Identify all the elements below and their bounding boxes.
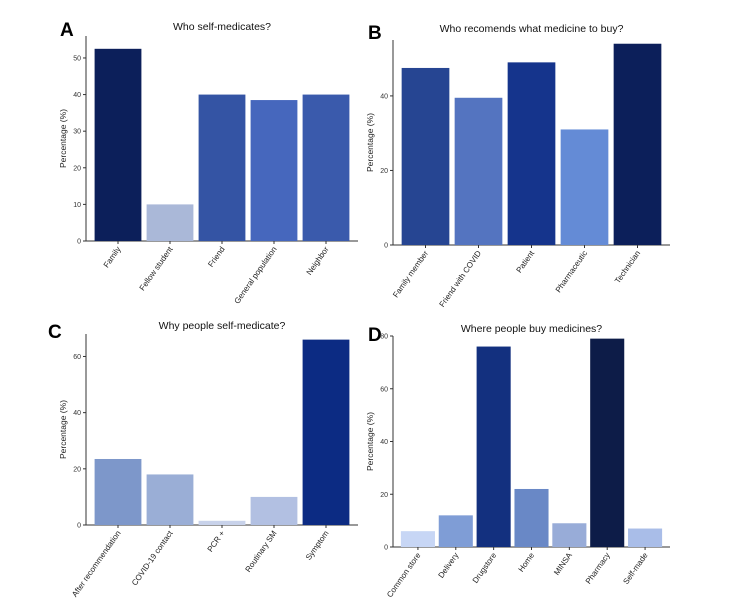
x-tick-label: Family — [102, 245, 123, 269]
panel-letter: B — [368, 23, 382, 44]
panel-a: A Who self-medicates? Percentage (%) 0 10 20 3… — [58, 20, 358, 306]
y-tick-label: 0 — [77, 239, 81, 246]
bar — [514, 488, 549, 547]
y-tick-label: 0 — [77, 523, 81, 530]
bar — [590, 338, 625, 547]
bar — [454, 97, 503, 245]
y-axis-label: Percentage (%) — [365, 412, 375, 471]
bar — [302, 94, 350, 241]
chart-title: Why people self-medicate? — [159, 320, 286, 332]
x-tick-label: COVID-19 contact — [130, 528, 175, 587]
bar — [94, 458, 142, 525]
bar — [146, 474, 194, 525]
x-tick-label: Pharmacy — [584, 551, 612, 586]
x-tick-label: Symptom — [304, 529, 331, 562]
y-tick-label: 20 — [380, 492, 388, 499]
y-tick-label: 20 — [73, 165, 81, 172]
panel-c: C Why people self-medicate? Percentage (%)… — [48, 320, 358, 599]
panel-d: D Where people buy medicines? Percentage (… — [365, 323, 670, 599]
bar — [198, 94, 246, 241]
x-tick-label: Fellow student — [138, 244, 175, 292]
chart-title: Who recomends what medicine to buy? — [440, 23, 624, 35]
y-tick-label: 0 — [384, 243, 388, 250]
x-tick-label: Friend with COVID — [438, 249, 484, 309]
bar — [250, 100, 298, 241]
bar — [560, 129, 609, 245]
bar — [146, 204, 194, 241]
bar — [476, 346, 511, 547]
y-tick-label: 40 — [73, 410, 81, 417]
bar — [401, 67, 450, 245]
x-tick-label: PCR + — [206, 529, 227, 554]
y-axis-label: Percentage (%) — [58, 400, 68, 459]
y-tick-label: 20 — [73, 466, 81, 473]
panel-letter: D — [368, 325, 382, 346]
panel-letter: A — [60, 20, 74, 41]
x-tick-label: MINSA — [552, 550, 574, 576]
bar — [198, 520, 246, 525]
y-tick-label: 40 — [380, 93, 388, 100]
y-tick-label: 40 — [73, 92, 81, 99]
panel-letter: C — [48, 322, 62, 343]
y-tick-label: 60 — [73, 354, 81, 361]
x-tick-label: Routinary SM — [243, 529, 278, 574]
bar — [250, 496, 298, 525]
y-tick-label: 60 — [380, 386, 388, 393]
bar — [438, 515, 473, 547]
panel-b: B Who recomends what medicine to buy? Perc… — [365, 23, 670, 309]
bar — [400, 531, 435, 547]
y-tick-label: 50 — [73, 55, 81, 62]
x-tick-label: Drugstore — [471, 551, 499, 585]
bar — [628, 528, 663, 547]
bar — [552, 523, 587, 547]
y-tick-label: 30 — [73, 129, 81, 136]
bar — [94, 48, 142, 241]
bar — [302, 339, 350, 525]
y-tick-label: 20 — [380, 168, 388, 175]
x-tick-label: After recommendation — [70, 529, 123, 599]
x-tick-label: Delivery — [436, 551, 460, 580]
bar — [507, 62, 556, 246]
x-tick-label: Family member — [391, 249, 430, 300]
y-axis-label: Percentage (%) — [365, 113, 375, 172]
y-tick-label: 40 — [380, 439, 388, 446]
x-tick-label: Patient — [514, 248, 536, 274]
x-tick-label: Self-made — [621, 551, 650, 586]
x-tick-label: Friend — [206, 245, 226, 269]
x-tick-label: Home — [517, 551, 537, 574]
y-axis-label: Percentage (%) — [58, 109, 68, 168]
y-tick-label: 10 — [73, 202, 81, 209]
x-tick-label: Technician — [613, 249, 642, 285]
x-tick-label: Common store — [385, 551, 423, 600]
y-tick-label: 0 — [384, 545, 388, 552]
x-tick-label: Pharmaceutic — [554, 249, 589, 294]
chart-title: Who self-medicates? — [173, 21, 271, 33]
y-tick-label: 80 — [380, 334, 388, 341]
x-tick-label: General population — [232, 245, 278, 306]
x-tick-label: Neighbor — [305, 245, 331, 277]
chart-title: Where people buy medicines? — [461, 323, 602, 335]
bar — [613, 43, 662, 246]
